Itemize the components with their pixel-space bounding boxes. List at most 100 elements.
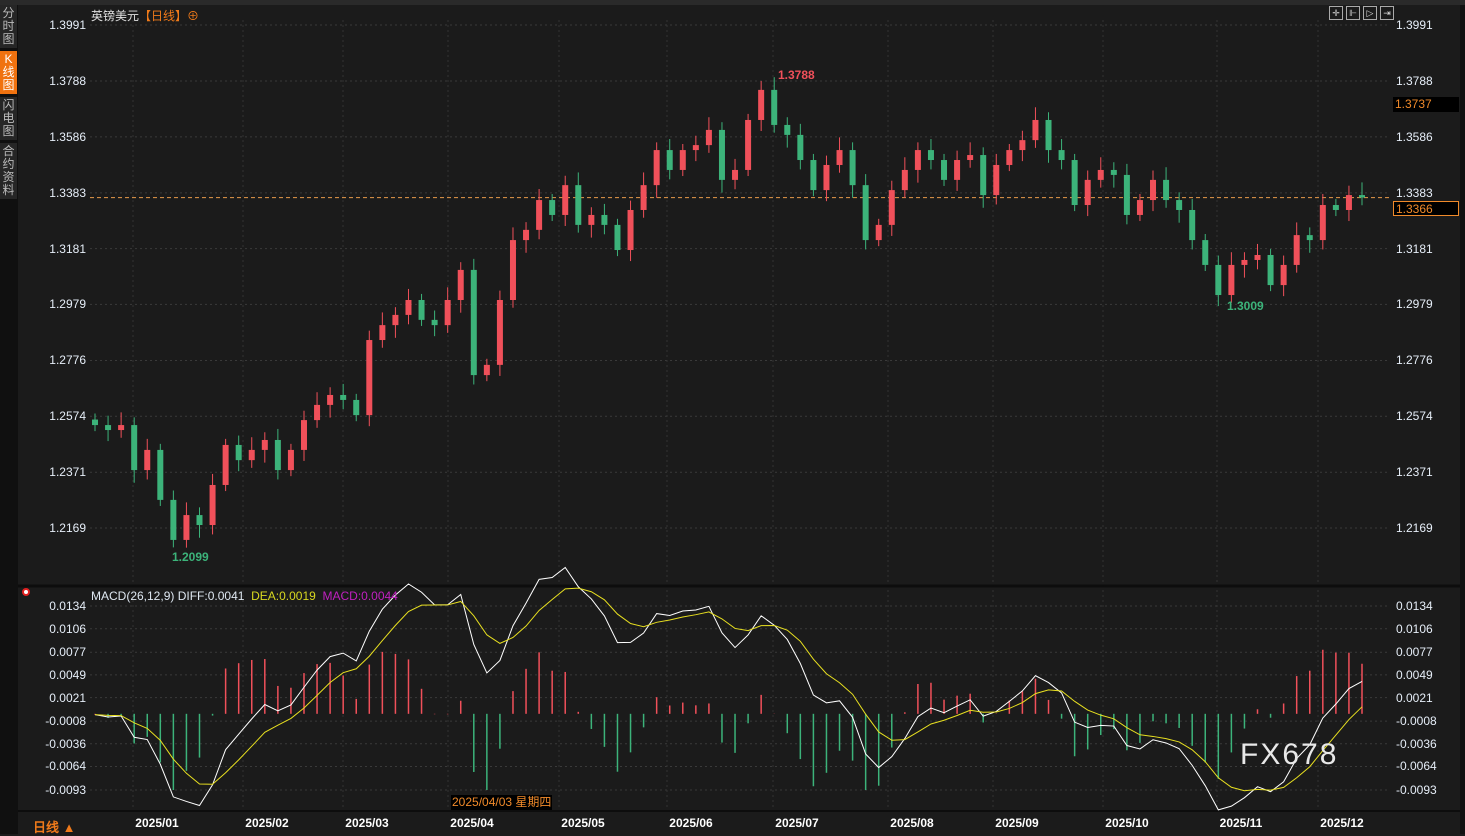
time-axis-tick: 2025/02 [245,816,289,830]
candle-body [92,419,98,426]
sidebar: 分时图 K线图 闪电图 合约资料 [0,5,18,834]
candle-body [666,150,673,170]
macd-axis-tick: -0.0008 [1396,714,1437,729]
candle-body [1241,259,1248,265]
candle-body [888,190,895,225]
price-axis-tick: 1.2574 [49,409,86,424]
macd-axis-tick: 0.0077 [49,645,86,660]
candle-body [732,169,739,180]
candle-body [588,214,595,225]
export-icon[interactable]: ⇥ [1380,6,1394,20]
candle-body [1032,119,1039,141]
candle-body [692,145,699,151]
candle-body [810,160,817,191]
period-selector[interactable]: 日线 ▲ [33,820,76,835]
price-axis-tick: 1.2371 [1396,465,1433,480]
candle-body [1136,200,1143,215]
candle-body [653,150,660,186]
candle-body [287,449,294,471]
macd-axis-tick: -0.0008 [45,714,86,729]
candle-body [705,129,712,146]
candle-body [1332,205,1339,210]
price-axis-tick: 1.3383 [1396,185,1433,200]
candle-body [483,364,490,376]
macd-axis-tick: -0.0093 [45,783,86,797]
time-axis-tick: 2025/04 [450,816,494,830]
candle-body [1267,254,1274,286]
candle-body [1254,254,1261,260]
tab-flash-chart[interactable]: 闪电图 [0,97,17,140]
candle-body [562,185,569,215]
tab-contract-info[interactable]: 合约资料 [0,143,17,199]
price-axis-tick: 1.2574 [1396,409,1433,424]
chart-title: 英镑美元【日线】⊕ [91,7,199,24]
play-icon[interactable]: ▷ [1363,6,1377,20]
tab-kline[interactable]: K线图 [0,51,17,94]
candle-body [105,425,112,431]
macd-axis-tick: 0.0049 [1396,667,1433,682]
candle-body [274,439,281,471]
candle-body [575,185,582,225]
candle-body [431,319,438,326]
candle-body [823,164,830,191]
crosshair-icon[interactable]: ✛ [1329,6,1343,20]
candle-body [340,394,347,400]
time-axis-tick: 2025/09 [995,816,1039,830]
candle-body [549,200,556,215]
candle-body [1189,209,1196,241]
macd-axis-tick: 0.0134 [1396,599,1433,613]
candle-body [1163,179,1170,201]
candle-body [849,150,856,186]
candle-body [927,150,934,161]
candle-body [967,155,974,161]
time-axis-tick: 2025/06 [669,816,713,830]
price-axis-tick: 1.2371 [49,465,86,480]
candle-body [1176,200,1183,210]
price-axis-tick: 1.3586 [49,129,86,144]
macd-axis-tick: 0.0049 [49,667,86,682]
candle-body [914,150,921,170]
candle-body [209,484,216,526]
candle-body [366,340,373,416]
candle-body [614,224,621,251]
low-label-1: 1.2099 [172,550,209,564]
candle-body [496,299,503,365]
candle-body [1293,235,1300,265]
candle-body [954,160,961,180]
candle-body [836,150,843,165]
candle-body [248,449,255,461]
candle-body [144,449,151,471]
candle-body [1319,205,1326,241]
macd-params: MACD(26,12,9) [91,589,175,603]
candle-body [418,299,425,320]
time-axis-tick: 2025/10 [1105,816,1149,830]
tab-time-sharing[interactable]: 分时图 [0,5,17,48]
time-axis-tick: 2025/03 [345,816,389,830]
price-axis-tick: 1.3991 [1396,18,1433,32]
time-axis-tick: 2025/07 [775,816,819,830]
current-price-tag: 1.3366 [1393,201,1459,216]
candle-body [222,444,229,485]
macd-axis-tick: 0.0106 [49,621,86,636]
macd-header: MACD(26,12,9) DIFF:0.0041 DEA:0.0019 MAC… [91,589,398,603]
high-label: 1.3788 [778,68,815,82]
range-icon[interactable]: ⊩ [1346,6,1360,20]
candle-body [758,89,765,120]
time-axis-tick: 2025/11 [1219,816,1263,830]
candle-body [980,155,987,196]
candle-body [797,134,804,161]
macd-diff: DIFF:0.0041 [177,589,245,603]
candle-body [1345,195,1352,210]
macd-axis-tick: 0.0021 [1396,690,1433,705]
candle-body [261,439,268,450]
price-axis-tick: 1.2979 [49,297,86,312]
price-axis-tick: 1.2169 [1396,521,1433,536]
right-scrollbar[interactable] [1460,5,1465,834]
macd-axis-tick: -0.0093 [1396,783,1437,797]
candle-body [1058,150,1065,161]
add-indicator-icon[interactable]: ⊕ [187,9,200,23]
candle-body [379,325,386,341]
indicator-settings-icon[interactable] [22,588,30,596]
candle-body [457,269,464,300]
